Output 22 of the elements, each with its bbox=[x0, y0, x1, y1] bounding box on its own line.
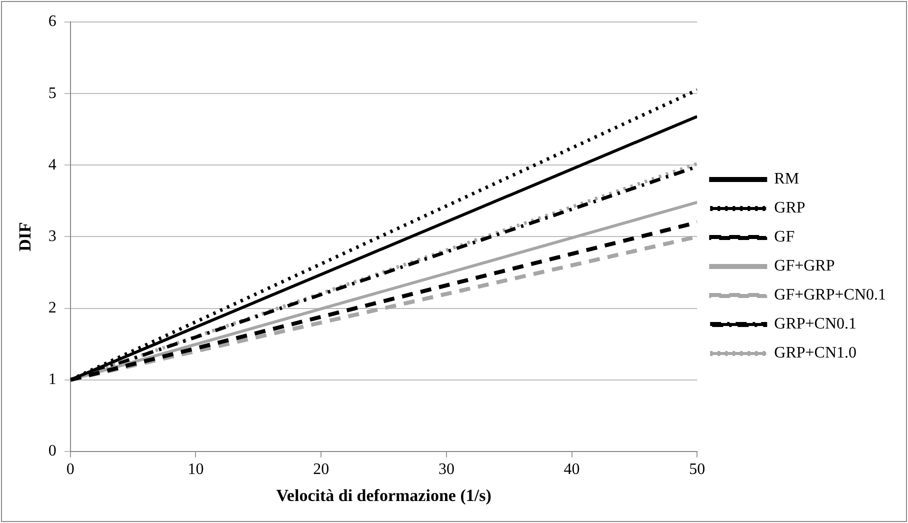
x-tick-label: 30 bbox=[438, 461, 454, 478]
y-tick-label: 2 bbox=[48, 299, 56, 316]
x-tick-label: 20 bbox=[313, 461, 330, 478]
y-tick-label: 6 bbox=[48, 13, 56, 30]
y-tick-label: 1 bbox=[48, 371, 56, 388]
y-axis-title: DIF bbox=[16, 222, 35, 252]
legend-label: GF+GRP+CN0.1 bbox=[774, 286, 886, 304]
y-tick-label: 4 bbox=[48, 156, 56, 174]
legend-label: GRP+CN1.0 bbox=[774, 344, 857, 362]
x-tick-label: 10 bbox=[188, 461, 204, 478]
legend-label: GRP+CN0.1 bbox=[774, 316, 857, 333]
legend-label: GF+GRP bbox=[774, 258, 835, 275]
y-tick-label: 0 bbox=[48, 442, 56, 460]
x-axis-title: Velocità di deformazione (1/s) bbox=[276, 486, 492, 506]
legend-label: RM bbox=[774, 170, 800, 188]
x-tick-label: 50 bbox=[689, 461, 706, 478]
y-tick-label: 5 bbox=[48, 84, 56, 102]
x-tick-label: 0 bbox=[66, 461, 74, 478]
x-tick-label: 40 bbox=[564, 461, 580, 478]
legend-label: GRP bbox=[774, 200, 806, 217]
y-tick-label: 3 bbox=[48, 228, 56, 245]
legend-label: GF bbox=[774, 228, 795, 246]
